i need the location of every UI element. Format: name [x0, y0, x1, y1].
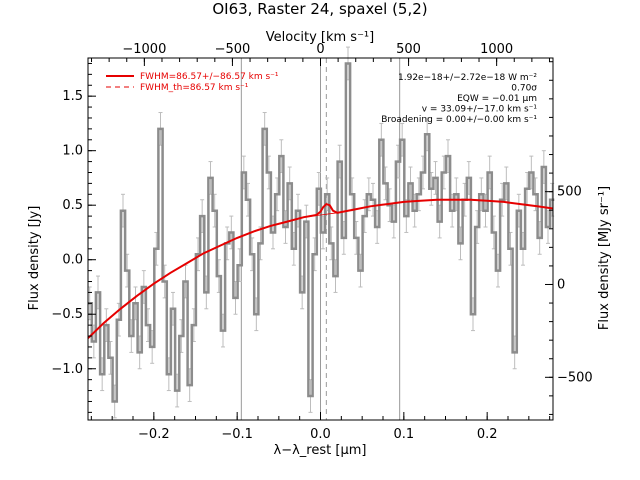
y-axis-label: Flux density [Jy]	[27, 206, 42, 311]
legend-label: FWHM=86.57+/−86.57 km s⁻¹	[140, 72, 279, 82]
legend-label: FWHM_th=86.57 km s⁻¹	[140, 83, 249, 93]
fit-annotation: Broadening = 0.00+/−0.00 km s⁻¹	[381, 115, 537, 125]
axis-ticks: −0.2 −0.1 0.0 0.1 0.2 −1.0 −0.5 0.0 0.5 1.0 1.5 −10…	[51, 42, 592, 442]
velocity-axis-label: Velocity [km s⁻¹]	[266, 30, 374, 45]
velocity-tick-label: −1000	[122, 42, 166, 57]
plot-frame	[87, 57, 554, 421]
series-layer	[87, 62, 555, 403]
y-tick-label: −0.5	[51, 307, 83, 322]
x-tick-label: 0.1	[393, 427, 414, 442]
right-y-axis-label: Flux density [MJy sr⁻¹]	[597, 186, 612, 330]
y-tick-label: 1.0	[62, 144, 83, 159]
y-tick-label: −1.0	[51, 362, 83, 377]
velocity-tick-label: 500	[396, 42, 421, 57]
y-tick-label: 1.5	[62, 89, 83, 104]
y-tick-label: 0.0	[62, 253, 83, 268]
chart-title: OI63, Raster 24, spaxel (5,2)	[212, 0, 427, 18]
y-tick-label: 0.5	[62, 198, 83, 213]
x-tick-label: −0.2	[138, 427, 170, 442]
x-tick-label: 0.2	[477, 427, 498, 442]
velocity-tick-label: 1000	[480, 42, 513, 57]
fit-annotation: v = 33.09+/−17.0 km s⁻¹	[422, 105, 538, 115]
continuum-line	[87, 199, 554, 339]
fit-annotation: EQW = −0.01 μm	[457, 94, 537, 104]
x-axis-label: λ−λ_rest [μm]	[274, 443, 367, 458]
right-tick-label: 0	[557, 277, 565, 292]
fit-annotation: 1.92e−18+/−2.72e−18 W m⁻²	[398, 73, 537, 83]
x-tick-label: 0.0	[310, 427, 331, 442]
fit-annotation: 0.70σ	[511, 84, 537, 94]
x-tick-label: −0.1	[221, 427, 253, 442]
right-tick-label: 500	[557, 185, 582, 200]
velocity-tick-label: 0	[316, 42, 324, 57]
right-tick-label: −500	[557, 370, 593, 385]
velocity-tick-label: −500	[215, 42, 251, 57]
